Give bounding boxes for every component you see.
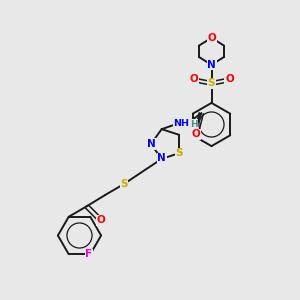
Text: F: F <box>85 249 92 259</box>
Text: S: S <box>120 179 128 189</box>
Text: N: N <box>207 60 216 70</box>
Text: N: N <box>157 153 166 163</box>
Text: O: O <box>225 74 234 84</box>
Text: O: O <box>207 33 216 43</box>
Text: O: O <box>96 215 105 225</box>
Text: S: S <box>176 148 183 158</box>
Text: S: S <box>208 78 215 88</box>
Text: N: N <box>207 60 216 70</box>
Text: NH: NH <box>173 119 189 128</box>
Text: H: H <box>190 120 198 129</box>
Text: O: O <box>192 129 201 139</box>
Text: O: O <box>189 74 198 84</box>
Text: N: N <box>147 139 156 149</box>
